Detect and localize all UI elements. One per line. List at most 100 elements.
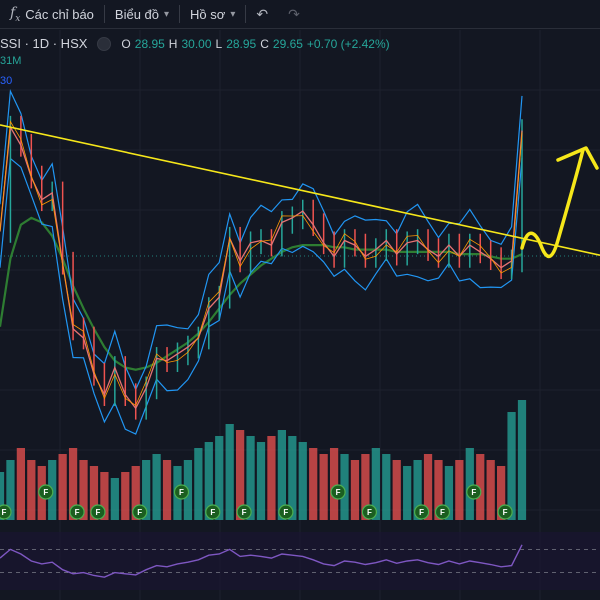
volume-bar [142, 460, 151, 520]
volume-bar [246, 436, 255, 520]
volume-bar [340, 454, 349, 520]
volume-bar [68, 448, 78, 520]
event-marker [330, 484, 346, 500]
volume-bar [361, 454, 370, 520]
redo-button[interactable]: ↷ [278, 0, 310, 28]
event-marker-label: F [137, 508, 142, 517]
chevron-down-icon: ▾ [164, 8, 170, 20]
high-key: H [168, 36, 178, 51]
profile-label: Hồ sơ [190, 6, 226, 22]
event-marker-label: F [419, 508, 424, 517]
event-marker [173, 484, 190, 500]
ma-line [0, 216, 523, 371]
short-ma-line [0, 120, 523, 407]
volume-bar [329, 448, 339, 520]
rsi-line [0, 544, 523, 578]
volume-bar [58, 454, 67, 520]
event-marker [236, 504, 252, 520]
ma-indicator-value: 30 [0, 75, 13, 87]
visibility-icon[interactable] [97, 36, 112, 51]
moving-average-line [0, 216, 523, 371]
redo-icon: ↷ [288, 5, 300, 22]
event-marker-label: F [242, 508, 247, 517]
volume-bar [486, 460, 495, 520]
arrow-head [556, 146, 599, 170]
volume-bar [89, 466, 99, 520]
volume-bar [162, 460, 172, 520]
trendline-segment [0, 124, 600, 256]
volume-bar [0, 472, 5, 520]
event-marker [466, 484, 482, 500]
bollinger-upper [0, 89, 523, 391]
volume-bar [434, 460, 443, 520]
event-marker [414, 504, 430, 520]
low-value: 28.95 [226, 36, 257, 51]
volume-bar [350, 460, 360, 520]
event-marker-label: F [336, 488, 341, 497]
volume-bar [16, 448, 25, 520]
volume-bar [392, 460, 401, 520]
volume-bar [382, 454, 391, 520]
event-markers: F F F F F F F F F F F F F F F [0, 484, 513, 520]
undo-icon: ↶ [256, 5, 269, 22]
bollinger-lower [0, 157, 523, 435]
volume-bar [497, 466, 506, 520]
open-key: O [121, 36, 131, 51]
indicators-label: Các chỉ báo [25, 6, 94, 22]
top-toolbar: fx Các chỉ báo Biểu đồ ▾ Hồ sơ ▾ ↶ ↷ [0, 0, 600, 29]
event-marker [132, 504, 148, 520]
event-marker [434, 504, 451, 520]
volume-bar [444, 466, 454, 520]
volume-bar [225, 424, 234, 520]
volume-bar [267, 436, 276, 520]
profile-button[interactable]: Hồ sơ ▾ [180, 0, 245, 28]
volume-bar [204, 442, 213, 520]
volume-bar [79, 460, 88, 520]
volume-bar [298, 442, 307, 520]
event-marker-label: F [43, 488, 48, 497]
chart-type-button[interactable]: Biểu đồ ▾ [105, 0, 179, 28]
undo-button[interactable]: ↶ [246, 0, 278, 28]
high-value: 30.00 [181, 36, 212, 51]
volume-bars [0, 400, 527, 520]
event-marker [38, 484, 54, 500]
symbol-label[interactable]: SSI · 1D · HSX [0, 36, 88, 51]
volume-bar [6, 460, 15, 520]
toolbar-divider [245, 5, 247, 23]
volume-bar [309, 448, 318, 520]
volume-bar [288, 436, 297, 520]
trendline[interactable] [0, 124, 600, 256]
price-line [0, 115, 523, 420]
close-key: C [260, 36, 269, 51]
volume-bar [507, 412, 516, 520]
volume-bar [455, 460, 464, 520]
event-marker-label: F [367, 508, 372, 517]
event-marker-label: F [75, 508, 80, 517]
toolbar-divider [103, 5, 105, 23]
symbol-legend: SSI · 1D · HSX O 28.95 H 30.00 L 28.95 C 29.… [0, 36, 390, 51]
volume-bar [517, 400, 527, 520]
change-value: +0.70 (+2.42%) [306, 36, 390, 51]
event-marker [361, 504, 377, 520]
volume-bar [194, 448, 203, 520]
volume-bar [476, 454, 485, 520]
volume-bar [100, 472, 109, 520]
ohlc-values: O 28.95 H 30.00 L 28.95 C 29.65 +0.70 (+2.42… [121, 37, 389, 51]
chevron-down-icon: ▾ [230, 8, 236, 20]
low-key: L [215, 36, 223, 51]
event-marker [69, 504, 85, 520]
function-icon: fx [10, 4, 21, 24]
indicators-button[interactable]: fx Các chỉ báo [0, 0, 104, 28]
event-marker-label: F [283, 508, 288, 517]
volume-bar [277, 430, 286, 520]
drawn-arrow[interactable] [520, 146, 599, 259]
volume-bar [403, 466, 412, 520]
arrow-stroke [520, 148, 585, 259]
volume-bar [215, 436, 224, 520]
rsi-pane [0, 532, 600, 590]
volume-bar [152, 454, 161, 520]
toolbar-divider [179, 5, 181, 23]
volume-bar [319, 454, 328, 520]
bollinger-bands [0, 89, 523, 435]
